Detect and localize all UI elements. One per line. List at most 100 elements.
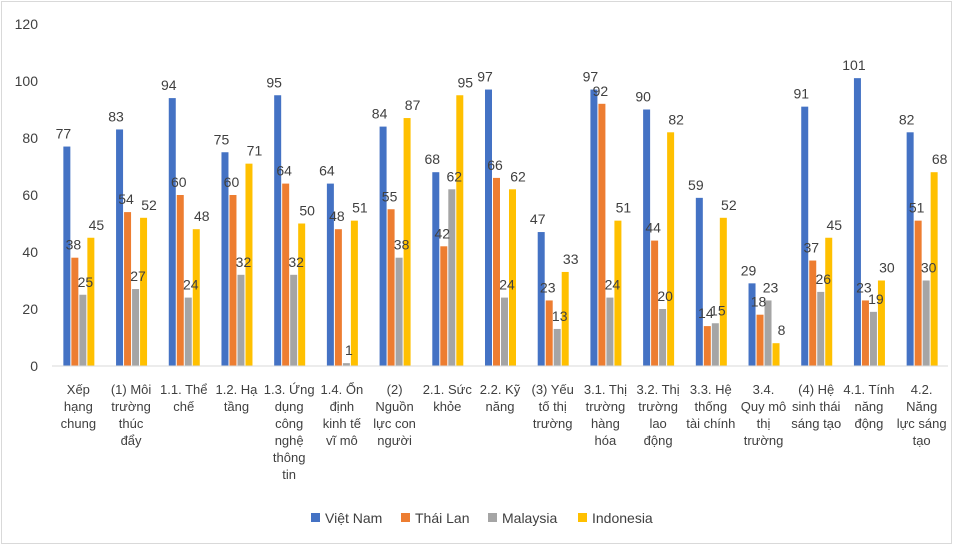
bar <box>326 183 334 366</box>
bar <box>456 95 464 366</box>
bar <box>801 106 809 367</box>
data-label: 64 <box>319 163 335 179</box>
data-label: 55 <box>382 188 398 204</box>
data-label: 51 <box>909 200 925 216</box>
bar <box>922 280 930 366</box>
bar <box>930 172 938 366</box>
data-label: 13 <box>552 308 568 324</box>
data-label: 71 <box>247 143 263 159</box>
bar <box>387 209 395 366</box>
data-labels-group: 77 38 25 45 83 54 27 52 94 60 24 48 75 60 32 71 95 64 32 50… <box>56 57 948 358</box>
data-label: 48 <box>194 208 210 224</box>
y-tick-label: 60 <box>22 187 38 203</box>
legend-label: Indonesia <box>592 510 653 526</box>
data-label: 44 <box>645 220 661 236</box>
data-label: 15 <box>710 302 726 318</box>
bar <box>192 229 200 366</box>
bar <box>598 103 606 367</box>
bar <box>914 220 922 366</box>
bar <box>71 257 79 366</box>
bar <box>659 309 667 366</box>
bar <box>432 172 440 366</box>
bar <box>440 246 448 366</box>
bar <box>403 118 411 366</box>
data-label: 24 <box>499 277 515 293</box>
data-label: 68 <box>932 151 948 167</box>
bar <box>124 212 132 366</box>
bar <box>861 300 869 366</box>
data-label: 23 <box>763 279 779 295</box>
bar <box>176 195 184 366</box>
data-label: 51 <box>352 200 368 216</box>
legend-label: Malaysia <box>502 510 557 526</box>
bar <box>703 326 711 366</box>
bar <box>501 297 508 366</box>
data-label: 19 <box>868 291 884 307</box>
data-label: 95 <box>266 74 282 90</box>
bar <box>877 280 885 366</box>
data-label: 68 <box>425 151 441 167</box>
y-axis-ticks: 0 20 40 60 80 100 120 <box>15 16 39 374</box>
bar <box>809 260 817 366</box>
bar <box>590 89 598 367</box>
bar <box>282 183 290 366</box>
data-label: 38 <box>394 237 410 253</box>
bar <box>395 257 403 366</box>
legend-swatch <box>401 513 410 522</box>
legend-label: Việt Nam <box>325 510 382 526</box>
data-label: 48 <box>329 208 345 224</box>
data-label: 77 <box>56 126 72 142</box>
bar <box>561 271 569 366</box>
y-tick-label: 80 <box>22 130 38 146</box>
bar <box>614 220 622 366</box>
bar <box>221 152 229 366</box>
data-label: 75 <box>214 131 230 147</box>
data-label: 18 <box>751 294 767 310</box>
y-tick-label: 120 <box>15 16 39 32</box>
bar <box>667 132 675 366</box>
bar <box>140 217 148 366</box>
category-label: (4) Hệ sinh thái sáng tạo <box>791 382 841 431</box>
bar <box>772 343 780 366</box>
data-label: 101 <box>842 57 866 73</box>
bar <box>237 274 245 366</box>
category-label: (1) Môi trường thúc đẩy <box>111 382 152 448</box>
bar <box>695 197 703 366</box>
legend-label: Thái Lan <box>415 510 469 526</box>
bar <box>756 314 764 366</box>
category-label: (3) Yếu tố thị trường <box>532 382 574 431</box>
data-label: 82 <box>899 111 915 127</box>
category-label: Xếp hạng chung <box>61 382 96 431</box>
data-label: 14 <box>698 305 714 321</box>
data-label: 23 <box>540 279 556 295</box>
data-label: 59 <box>688 177 704 193</box>
data-label: 92 <box>593 83 609 99</box>
data-label: 94 <box>161 77 177 93</box>
bar <box>274 95 282 366</box>
bar <box>748 283 756 366</box>
data-label: 60 <box>171 174 187 190</box>
data-label: 64 <box>276 163 292 179</box>
bar <box>63 146 71 366</box>
bar <box>334 229 342 366</box>
data-label: 95 <box>458 74 474 90</box>
data-label: 30 <box>921 260 937 276</box>
category-label: 1.1. Thể chế <box>160 382 207 414</box>
data-label: 47 <box>530 211 546 227</box>
data-label: 50 <box>299 203 315 219</box>
data-label: 1 <box>345 342 353 358</box>
data-label: 38 <box>66 237 82 253</box>
data-label: 8 <box>778 322 786 338</box>
bar <box>606 297 614 366</box>
y-tick-label: 100 <box>15 73 39 89</box>
category-label: 3.1. Thị trường hàng hóa <box>584 382 627 448</box>
data-label: 84 <box>372 106 388 122</box>
y-tick-label: 0 <box>30 358 38 374</box>
category-label: 3.4. Quy mô thị trường <box>741 382 787 448</box>
data-label: 97 <box>477 69 493 85</box>
bar <box>184 297 192 366</box>
category-label: 1.4. Ổn định kinh tế vĩ mô <box>321 382 364 448</box>
data-label: 29 <box>741 262 757 278</box>
data-label: 37 <box>803 240 819 256</box>
data-label: 66 <box>487 157 503 173</box>
